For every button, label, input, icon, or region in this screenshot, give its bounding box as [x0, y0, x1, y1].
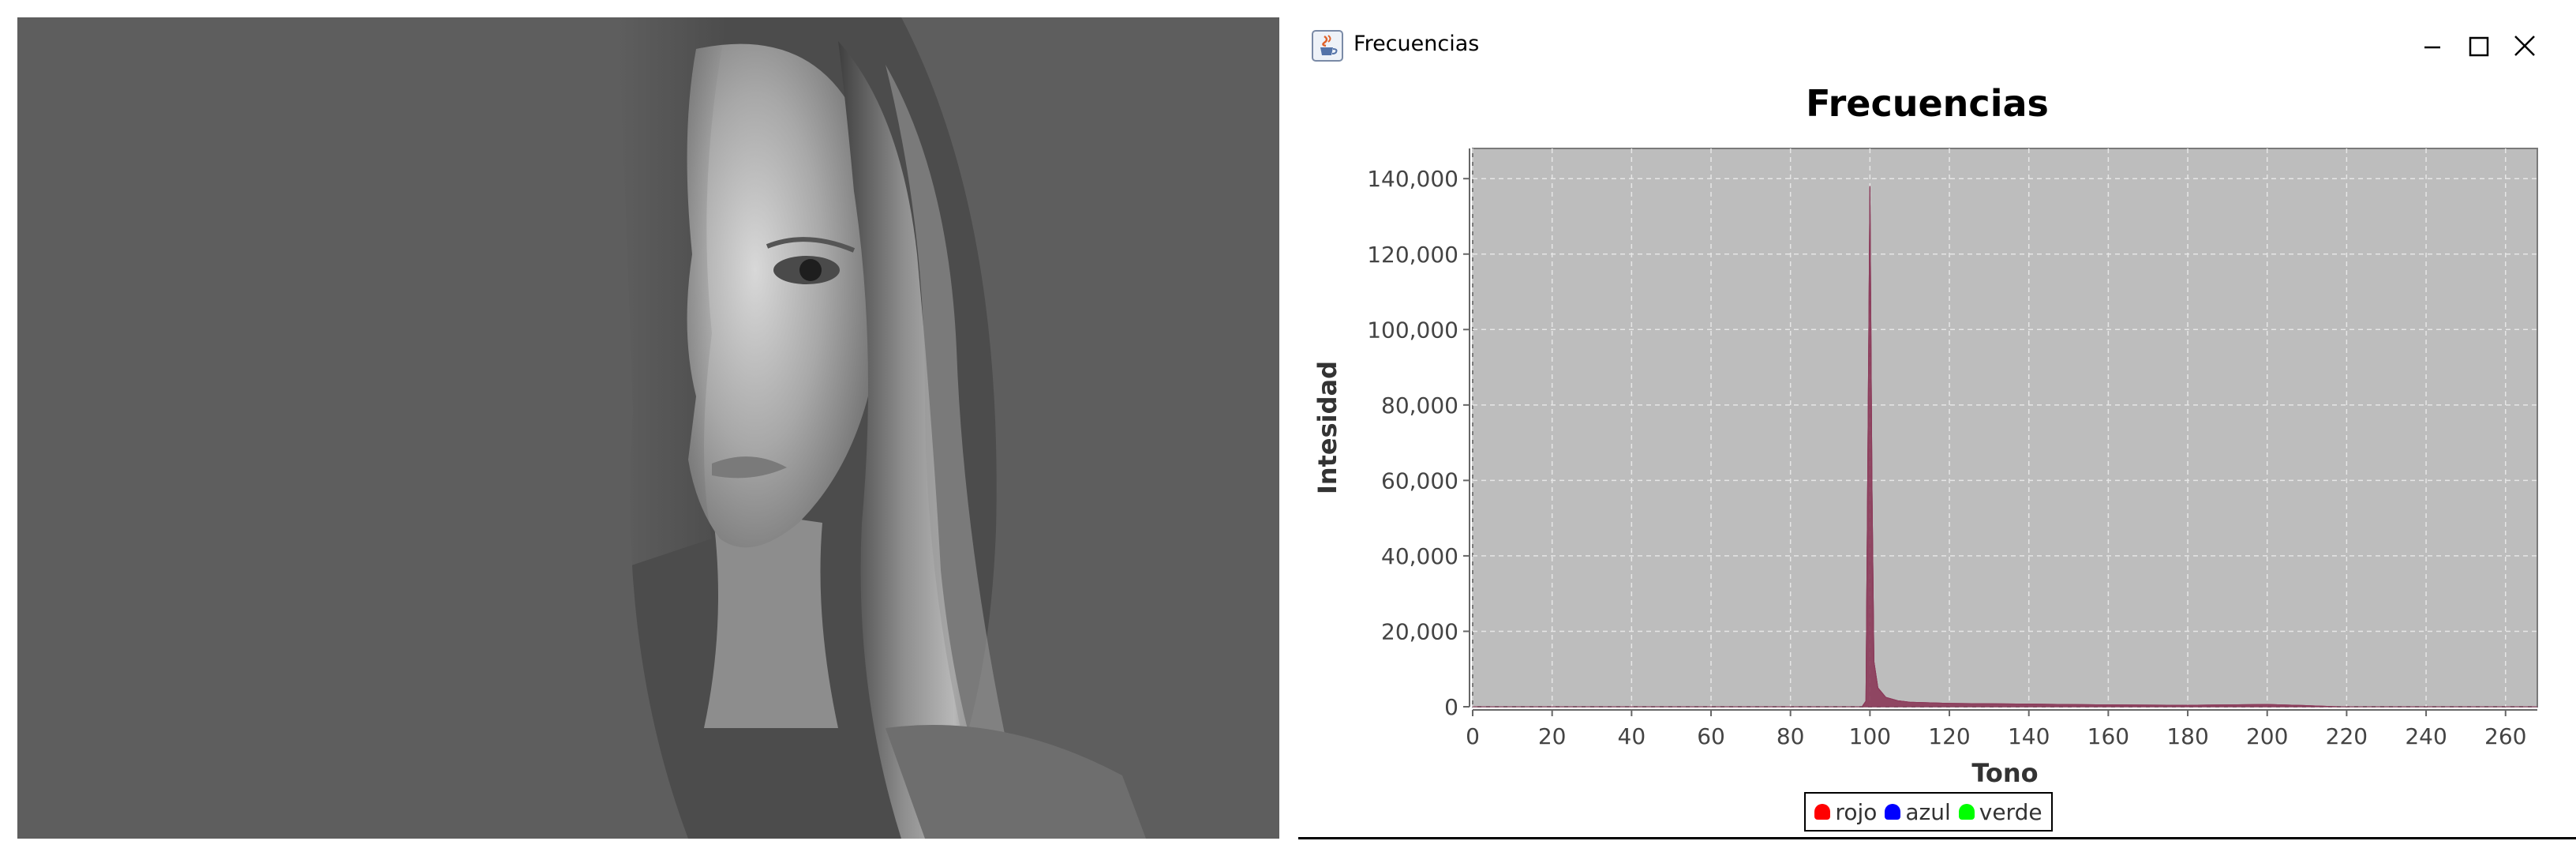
x-tick-label: 100 [1849, 723, 1891, 749]
x-tick-label: 220 [2326, 723, 2368, 749]
x-tick-label: 120 [1928, 723, 1970, 749]
legend-item-azul: azul [1885, 798, 1951, 825]
y-tick-label: 120,000 [1367, 242, 1458, 268]
window-bottom-border [1298, 837, 2576, 839]
portrait-illustration [17, 17, 1279, 839]
x-tick-label: 0 [1466, 723, 1480, 749]
x-tick-label: 240 [2405, 723, 2447, 749]
window-title: Frecuencias [1354, 32, 1480, 56]
x-tick-label: 160 [2087, 723, 2129, 749]
y-tick-label: 80,000 [1381, 392, 1458, 419]
y-tick-label: 60,000 [1381, 467, 1458, 494]
maximize-icon [2469, 36, 2489, 57]
y-axis-label: Intesidad [1312, 361, 1342, 494]
legend-label: azul [1905, 798, 1951, 825]
maximize-button[interactable] [2454, 25, 2502, 66]
close-icon [2514, 36, 2535, 56]
x-tick-label: 20 [1538, 723, 1567, 749]
y-tick-label: 100,000 [1367, 317, 1458, 343]
legend-label: rojo [1835, 798, 1878, 825]
plot-area [1472, 148, 2538, 708]
minimize-icon [2424, 46, 2440, 49]
legend-item-rojo: rojo [1814, 799, 1877, 825]
y-tick-label: 40,000 [1381, 543, 1458, 569]
x-tick-label: 60 [1697, 723, 1725, 749]
chart-legend: rojo azul verde [1804, 792, 2053, 832]
legend-swatch-blue [1885, 804, 1901, 820]
portrait-photo [17, 17, 1279, 839]
legend-item-verde: verde [1958, 798, 2042, 825]
legend-label: verde [1979, 798, 2042, 825]
chart-title: Frecuencias [1806, 82, 2049, 125]
y-tick-label: 20,000 [1381, 618, 1458, 644]
close-button[interactable] [2501, 25, 2548, 66]
minimize-button[interactable] [2409, 25, 2456, 66]
x-tick-label: 180 [2166, 723, 2208, 749]
series-areas [1473, 186, 2537, 708]
x-tick-label: 260 [2484, 723, 2526, 749]
series-area-verde [1473, 186, 2537, 708]
x-tick-label: 80 [1777, 723, 1805, 749]
histogram-chart: Frecuencias 0 20 40 60 80 100 120 140 160 180 200 2… [1312, 82, 2538, 788]
x-axis-label: Tono [1971, 758, 2038, 788]
x-tick-label: 200 [2246, 723, 2288, 749]
y-tick-label: 0 [1444, 694, 1458, 720]
java-cup-icon [1312, 30, 1343, 62]
window-titlebar[interactable]: Frecuencias [1298, 17, 2576, 74]
legend-swatch-red [1814, 804, 1831, 820]
x-tick-label: 140 [2008, 723, 2050, 749]
axes: 0 20 40 60 80 100 120 140 160 180 200 220 240 260 0 20,… [1367, 148, 2537, 749]
legend-swatch-green [1958, 804, 1975, 820]
y-tick-label: 140,000 [1367, 166, 1458, 192]
chart-window: Frecuencias Frecuencias 0 20 40 60 80 100 120 1… [1298, 17, 2576, 839]
x-tick-label: 40 [1618, 723, 1646, 749]
